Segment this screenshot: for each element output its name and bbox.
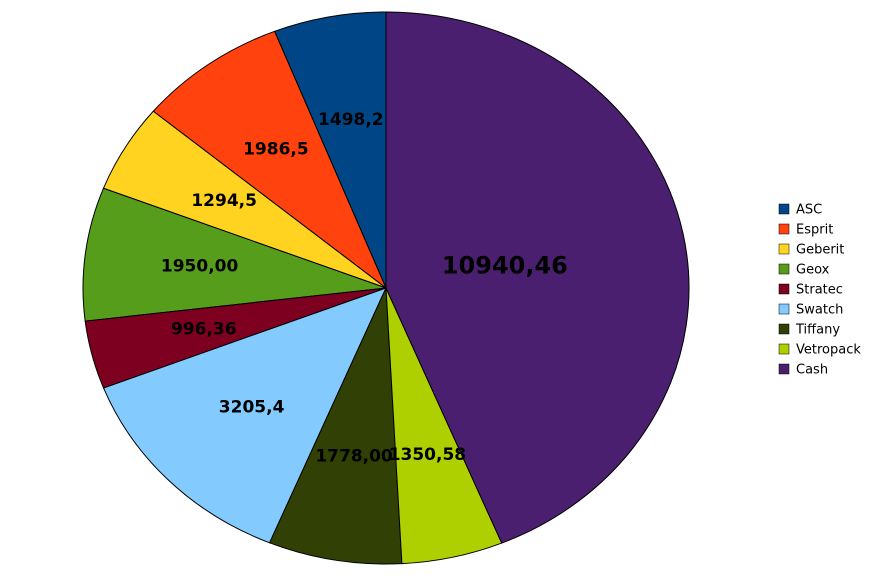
legend-swatch — [778, 363, 790, 375]
slice-label: 10940,46 — [442, 252, 568, 280]
legend-label: ASC — [796, 203, 822, 218]
legend-swatch — [778, 263, 790, 275]
slice-label: 1778,00 — [315, 447, 393, 467]
slice-label: 1350,58 — [389, 445, 466, 465]
pie-slice — [152, 30, 388, 290]
pie-slice — [102, 287, 387, 544]
slice-label: 1498,2 — [318, 110, 384, 130]
legend-swatch — [778, 203, 790, 215]
slice-label: 1294,5 — [191, 191, 257, 211]
legend-label: Esprit — [796, 223, 833, 238]
legend-swatch — [778, 223, 790, 235]
legend-swatch — [778, 343, 790, 355]
legend-label: Cash — [796, 363, 828, 378]
legend-swatch — [778, 323, 790, 335]
legend-label: Vetropack — [796, 343, 861, 358]
slice-label: 1950,00 — [161, 257, 239, 277]
slice-label: 996,36 — [171, 320, 237, 340]
legend-swatch — [778, 283, 790, 295]
legend-label: Geberit — [796, 243, 844, 258]
legend-label: Tiffany — [795, 323, 840, 338]
legend-label: Stratec — [796, 283, 843, 298]
legend-swatch — [778, 243, 790, 255]
pie-slice — [82, 187, 387, 322]
legend-label: Swatch — [796, 303, 843, 318]
pie-slice — [268, 287, 403, 565]
pie-slice — [385, 11, 690, 544]
slice-label: 1986,5 — [243, 139, 309, 159]
slice-label: 3205,4 — [219, 398, 285, 418]
legend-label: Geox — [796, 263, 830, 278]
legend-swatch — [778, 303, 790, 315]
